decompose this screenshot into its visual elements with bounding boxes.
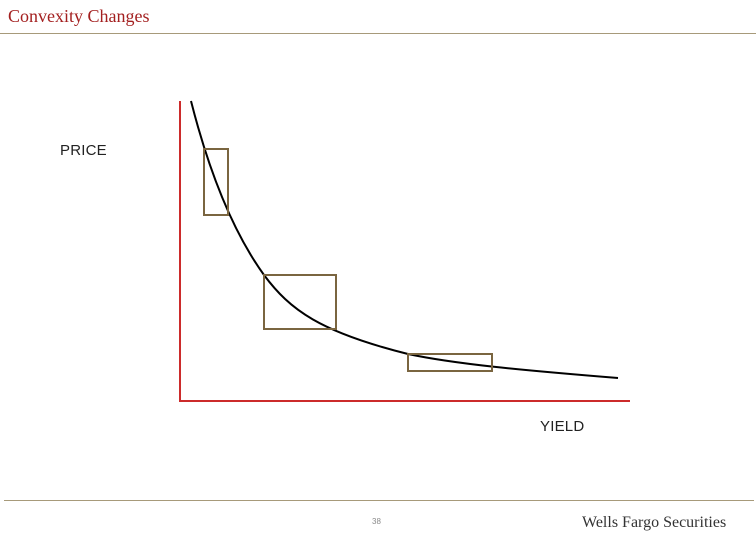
page-number: 38 xyxy=(372,517,381,526)
footer-divider xyxy=(4,500,754,501)
slide-title: Convexity Changes xyxy=(8,6,150,26)
price-yield-curve xyxy=(190,100,619,379)
flat-slope-box xyxy=(407,353,493,372)
medium-slope-box xyxy=(263,274,337,330)
title-divider xyxy=(0,33,756,34)
steep-slope-box xyxy=(203,148,229,216)
x-axis-label: YIELD xyxy=(540,418,585,435)
brand-logo-text: Wells Fargo Securities xyxy=(582,514,727,531)
y-axis-label: PRICE xyxy=(60,142,107,159)
